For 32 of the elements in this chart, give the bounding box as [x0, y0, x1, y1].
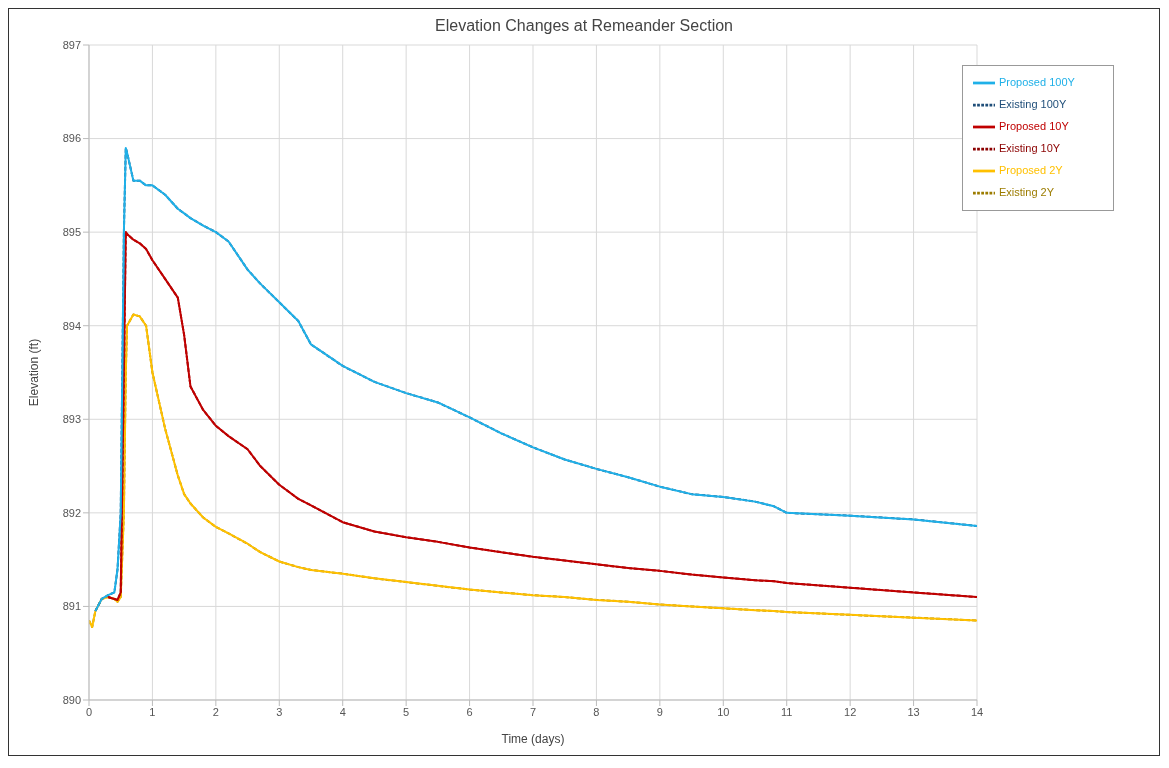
- legend-label: Existing 10Y: [999, 141, 1061, 154]
- chart-title: Elevation Changes at Remeander Section: [434, 16, 734, 35]
- y-tick-label: 896: [62, 132, 81, 145]
- x-tick-label: 4: [339, 705, 346, 718]
- x-tick-label: 10: [717, 705, 730, 718]
- x-tick-label: 3: [276, 705, 283, 718]
- legend-label: Proposed 10Y: [999, 119, 1069, 132]
- legend-label: Existing 2Y: [999, 185, 1055, 198]
- legend-label: Proposed 100Y: [999, 75, 1075, 88]
- x-tick-label: 7: [529, 705, 537, 718]
- legend-label: Proposed 2Y: [999, 163, 1063, 176]
- x-tick-label: 14: [970, 705, 984, 718]
- x-tick-label: 2: [212, 705, 219, 718]
- y-tick-label: 891: [62, 600, 81, 613]
- y-tick-label: 895: [62, 226, 81, 239]
- y-tick-label: 892: [62, 506, 81, 519]
- x-tick-label: 6: [466, 705, 473, 718]
- x-tick-label: 0: [85, 705, 93, 718]
- x-tick-label: 13: [907, 705, 920, 718]
- x-tick-label: 5: [403, 705, 410, 718]
- y-tick-label: 894: [62, 319, 81, 332]
- x-tick-label: 8: [593, 705, 600, 718]
- legend-label: Existing 100Y: [999, 97, 1067, 110]
- y-tick-label: 893: [62, 413, 81, 426]
- x-tick-label: 1: [149, 705, 156, 718]
- y-tick-label: 890: [62, 693, 81, 706]
- x-tick-label: 11: [781, 705, 793, 718]
- y-tick-label: 897: [62, 38, 81, 51]
- x-tick-label: 12: [844, 705, 857, 718]
- y-axis-title: Elevation (ft): [27, 338, 42, 407]
- x-tick-label: 9: [656, 705, 663, 718]
- x-axis-title: Time (days): [501, 732, 565, 746]
